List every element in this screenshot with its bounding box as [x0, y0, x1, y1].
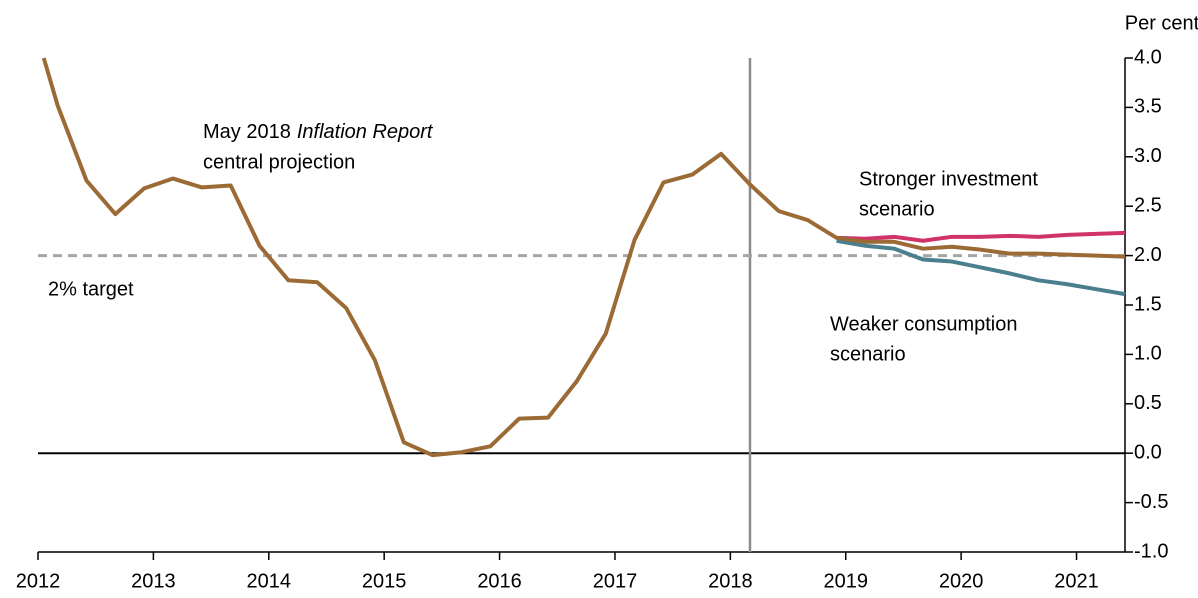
y-tick-label: 0.5 [1134, 392, 1162, 414]
x-tick-label: 2012 [16, 570, 61, 592]
target-label: 2% target [48, 278, 134, 300]
x-tick-label: 2013 [131, 570, 176, 592]
series-label: Weaker consumption [830, 313, 1018, 335]
series-label: Stronger investment [859, 168, 1038, 190]
series-label: May 2018 Inflation Report [203, 121, 434, 143]
x-tick-label: 2016 [477, 570, 522, 592]
series-label: central projection [203, 151, 355, 173]
series-label: scenario [830, 343, 906, 365]
series-label-part: May 2018 [203, 121, 291, 143]
y-tick-label: 0.0 [1134, 441, 1162, 463]
series-line [836, 238, 1126, 297]
y-tick-label: 1.0 [1134, 343, 1162, 365]
y-tick-label: 1.5 [1134, 293, 1162, 315]
y-tick-label: 2.0 [1134, 244, 1162, 266]
y-tick-label: 4.0 [1134, 46, 1162, 68]
y-tick-label: 2.5 [1134, 194, 1162, 216]
y-axis-label: Per cent [1125, 12, 1198, 34]
x-tick-label: 2014 [247, 570, 292, 592]
series-line [836, 230, 1126, 243]
x-tick-label: 2015 [362, 570, 407, 592]
y-tick-label: 3.5 [1134, 96, 1162, 118]
x-tick-label: 2018 [708, 570, 753, 592]
series-label: scenario [859, 198, 935, 220]
series-label-part: Inflation Report [297, 121, 434, 143]
y-tick-label: -0.5 [1134, 491, 1168, 513]
x-tick-label: 2017 [593, 570, 638, 592]
y-tick-label: -1.0 [1134, 540, 1168, 562]
x-tick-label: 2020 [939, 570, 984, 592]
x-tick-label: 2021 [1054, 570, 1099, 592]
series-line [41, 57, 1126, 458]
x-tick-label: 2019 [823, 570, 868, 592]
y-tick-label: 3.0 [1134, 145, 1162, 167]
